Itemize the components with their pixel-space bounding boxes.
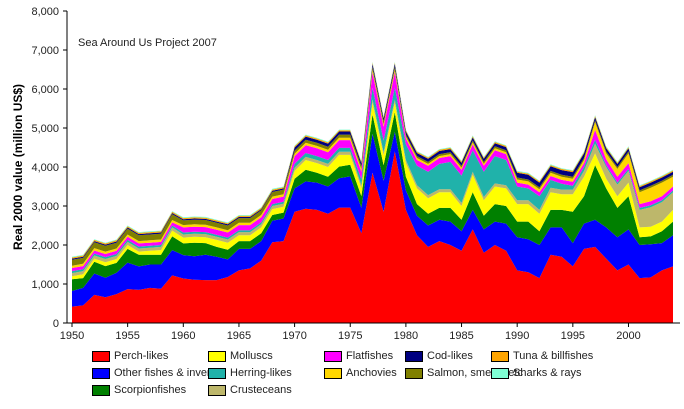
legend-item: Scorpionfishes [92, 384, 186, 396]
y-tick-label: 5,000 [31, 123, 59, 135]
legend-item: Flatfishes [324, 350, 393, 362]
legend-item: Tuna & billfishes [491, 350, 593, 362]
legend-label: Herring-likes [230, 367, 292, 379]
x-tick-label: 2000 [616, 330, 640, 342]
legend-label: Scorpionfishes [114, 384, 187, 396]
y-tick-label: 2,000 [31, 240, 59, 252]
legend-item: Cod-likes [405, 350, 473, 362]
y-axis-label: Real 2000 value (million US$) [11, 84, 25, 250]
legend-swatch [405, 350, 423, 362]
legend-swatch [92, 367, 110, 379]
legend-label: Anchovies [346, 367, 397, 379]
area-other-fishes-inverts [72, 131, 673, 307]
legend-swatch [92, 350, 110, 362]
x-tick-label: 1995 [561, 330, 585, 342]
legend-item: Other fishes & inverts [92, 367, 219, 379]
chart-annotation: Sea Around Us Project 2007 [78, 37, 217, 49]
y-tick-label: 1,000 [31, 279, 59, 291]
legend-swatch [324, 350, 342, 362]
x-tick-label: 1965 [227, 330, 251, 342]
legend-item: Molluscs [208, 350, 273, 362]
legend-swatch [208, 367, 226, 379]
legend-label: Sharks & rays [513, 367, 582, 379]
legend-label: Cod-likes [427, 350, 473, 362]
y-ticks: 0 1,000 2,000 3,000 4,000 5,000 6,000 7,000 8,00… [31, 6, 67, 330]
legend-swatch [491, 350, 509, 362]
y-tick-label: 8,000 [31, 6, 59, 18]
x-tick-label: 1960 [171, 330, 195, 342]
legend-item: Anchovies [324, 367, 397, 379]
x-tick-label: 1980 [394, 330, 418, 342]
legend-item: Crusteceans [208, 384, 292, 396]
x-tick-label: 1950 [60, 330, 84, 342]
x-tick-label: 1955 [115, 330, 139, 342]
y-tick-label: 4,000 [31, 162, 59, 174]
x-tick-label: 1975 [338, 330, 362, 342]
area-layers [72, 61, 673, 323]
legend-item: Sharks & rays [491, 367, 581, 379]
legend-swatch [92, 384, 110, 396]
legend-label: Tuna & billfishes [513, 350, 594, 362]
legend-label: Other fishes & inverts [114, 367, 220, 379]
y-tick-label: 7,000 [31, 45, 59, 57]
legend-swatch [405, 367, 423, 379]
y-tick-label: 6,000 [31, 84, 59, 96]
legend-item: Perch-likes [92, 350, 168, 362]
legend-label: Perch-likes [114, 350, 169, 362]
legend-item: Herring-likes [208, 367, 292, 379]
legend-swatch [208, 384, 226, 396]
legend-swatch [491, 367, 509, 379]
legend-label: Flatfishes [346, 350, 394, 362]
x-ticks: 1950 1955 1960 1965 1970 1975 1980 1985 1990 1995… [60, 323, 641, 342]
x-tick-label: 1990 [505, 330, 529, 342]
legend-label: Molluscs [230, 350, 273, 362]
x-tick-label: 1985 [449, 330, 473, 342]
area-perch-likes [72, 151, 673, 323]
legend-label: Crusteceans [230, 384, 292, 396]
x-tick-label: 1970 [282, 330, 306, 342]
legend-swatch [324, 367, 342, 379]
y-tick-label: 3,000 [31, 201, 59, 213]
legend-swatch [208, 350, 226, 362]
y-tick-label: 0 [53, 318, 59, 330]
